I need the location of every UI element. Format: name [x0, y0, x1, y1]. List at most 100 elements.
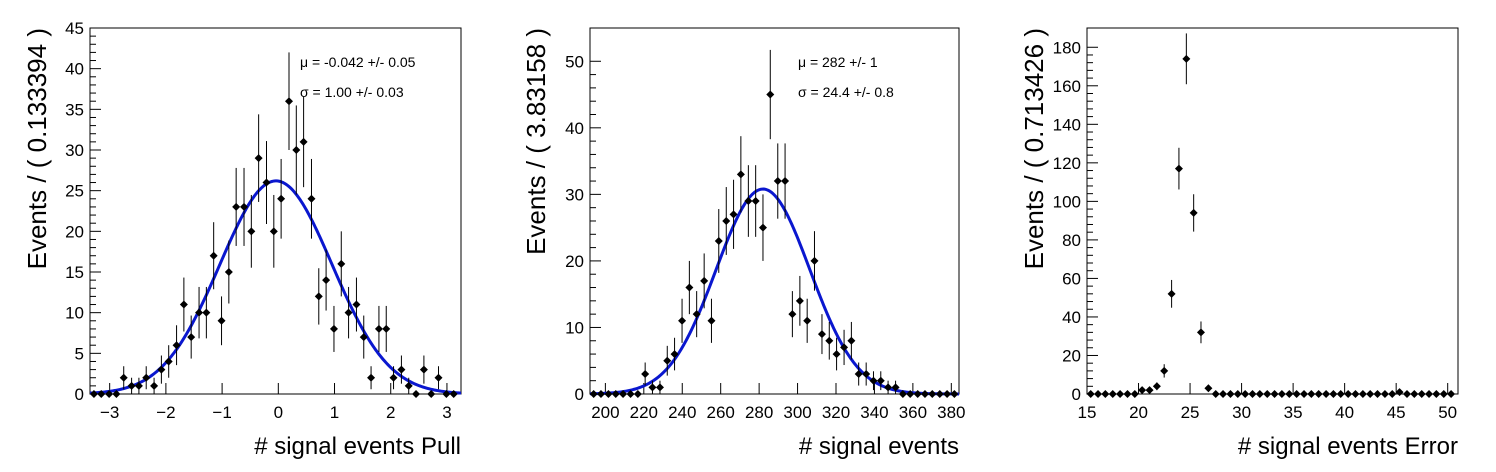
y-tick-label: 100: [1053, 192, 1081, 211]
data-point: [589, 390, 598, 398]
fit-parameter-label: σ = 24.4 +/- 0.8: [798, 84, 894, 100]
data-point: [736, 170, 745, 179]
y-tick-label: 60: [1062, 269, 1081, 288]
fit-parameter-label: σ = 1.00 +/- 0.03: [300, 84, 404, 100]
data-point: [307, 194, 316, 203]
gaussian-fit-curve: [589, 187, 960, 396]
data-point: [648, 383, 657, 392]
data-point: [105, 390, 114, 398]
data-point: [729, 210, 738, 219]
data-point: [707, 316, 716, 325]
data-point: [1255, 390, 1264, 398]
data-point: [337, 259, 346, 268]
signal-events-error-panel: 15 20 25 30 35 40 45 50 0 20 40 60 80 100 120 140 160 180…: [1019, 27, 1459, 460]
x-tick-label: 320: [822, 403, 850, 422]
data-point: [1432, 390, 1441, 398]
plot-frame: [589, 27, 960, 395]
x-axis-title: # signal events Error: [1238, 433, 1458, 460]
y-tick-label: 30: [65, 141, 84, 160]
data-point: [766, 90, 775, 99]
x-tick-label: 1: [330, 403, 339, 422]
data-point: [1277, 390, 1286, 398]
data-point: [1241, 390, 1250, 398]
gaussian-fit-curve: [89, 179, 462, 395]
fit-parameter-label: μ = -0.042 +/- 0.05: [300, 54, 416, 70]
data-point: [604, 390, 613, 398]
data-point: [172, 341, 181, 350]
data-point: [854, 370, 863, 379]
y-tick-label: 40: [1062, 308, 1081, 327]
x-tick-label: 3: [442, 403, 451, 422]
data-point: [1130, 390, 1139, 398]
y-tick-label: 0: [1072, 385, 1081, 404]
x-tick-label: 360: [899, 403, 927, 422]
y-tick-label: 20: [565, 252, 584, 271]
y-tick-label: 40: [65, 60, 84, 79]
data-point: [1417, 390, 1426, 398]
data-point: [97, 390, 106, 398]
data-point: [670, 350, 679, 359]
y-tick-label: 120: [1053, 154, 1081, 173]
data-point: [1263, 390, 1272, 398]
data-point: [906, 390, 915, 398]
y-tick-label: 20: [1062, 346, 1081, 365]
y-axis-title: Events / ( 0.713426 ): [1019, 28, 1049, 269]
data-point: [134, 381, 143, 390]
data-point: [825, 336, 834, 345]
data-point: [1086, 390, 1095, 398]
data-point: [928, 390, 937, 398]
data-point: [359, 333, 368, 342]
y-tick-label: 10: [65, 304, 84, 323]
plot-frame: [1086, 27, 1459, 395]
x-tick-label: 30: [1232, 403, 1251, 422]
data-point: [209, 251, 218, 260]
data-point: [1447, 390, 1456, 398]
x-tick-label: 2: [386, 403, 395, 422]
data-point: [434, 373, 443, 382]
data-point: [781, 177, 790, 186]
y-tick-label: 160: [1053, 77, 1081, 96]
data-point: [1182, 54, 1191, 63]
data-point: [1211, 390, 1220, 398]
data-point: [1167, 289, 1176, 298]
data-point: [714, 236, 723, 245]
data-point: [179, 300, 188, 309]
data-point: [891, 383, 900, 392]
data-point: [663, 356, 672, 365]
x-tick-label: 280: [745, 403, 773, 422]
x-tick-label: 50: [1438, 403, 1457, 422]
data-point: [722, 216, 731, 225]
data-point: [1388, 390, 1397, 398]
data-point: [1145, 386, 1154, 395]
data-point: [788, 310, 797, 319]
data-point: [943, 390, 952, 398]
data-point: [299, 137, 308, 146]
data-point: [157, 365, 166, 374]
data-point: [284, 97, 293, 106]
data-point: [1204, 384, 1213, 393]
data-point: [397, 365, 406, 374]
data-point: [840, 343, 849, 352]
y-tick-label: 35: [65, 100, 84, 119]
data-point: [655, 383, 664, 392]
data-point: [389, 373, 398, 382]
data-point: [611, 390, 620, 398]
y-tick-label: 80: [1062, 231, 1081, 250]
data-point: [142, 373, 151, 382]
x-tick-label: −3: [100, 403, 119, 422]
data-point: [240, 202, 249, 211]
data-point: [1270, 390, 1279, 398]
x-tick-label: 380: [937, 403, 965, 422]
data-point: [795, 296, 804, 305]
x-tick-label: 260: [707, 403, 735, 422]
data-point: [619, 390, 628, 398]
data-point: [322, 276, 331, 285]
x-tick-label: 300: [783, 403, 811, 422]
data-point: [700, 276, 709, 285]
data-point: [314, 292, 323, 301]
data-point: [1152, 382, 1161, 391]
data-point: [884, 383, 893, 392]
data-point: [374, 324, 383, 333]
y-tick-label: 10: [565, 318, 584, 337]
